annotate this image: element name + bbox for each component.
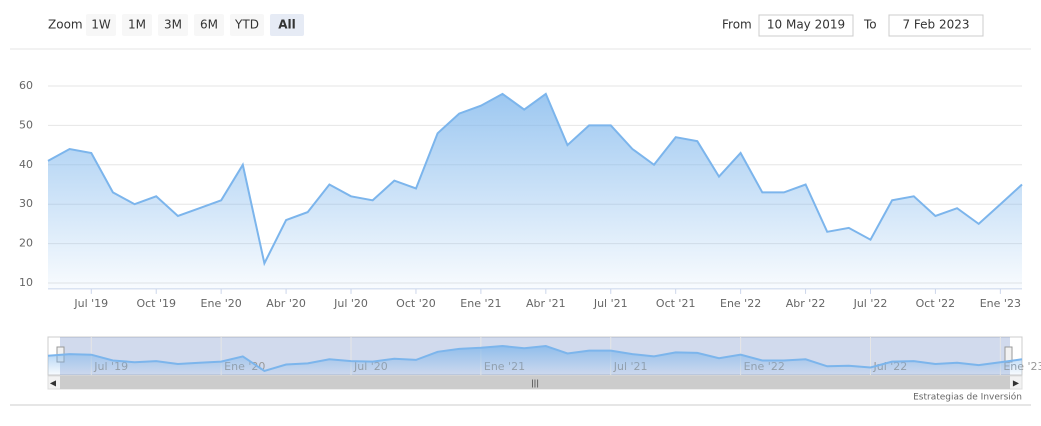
to-label: To [863,18,877,32]
zoom-button-label[interactable]: 1M [128,18,146,32]
x-tick-label: Oct '21 [656,297,696,310]
x-tick-label: Jul '20 [333,297,368,310]
y-tick-label: 20 [19,237,33,250]
x-tick-label: Ene '20 [201,297,242,310]
x-tick-label: Ene '21 [460,297,501,310]
zoom-button[interactable] [194,14,224,36]
x-tick-label: Ene '23 [980,297,1021,310]
navigator-area-fill [48,346,1022,375]
x-tick-label: Oct '19 [136,297,176,310]
credits: Estrategias de Inversión [913,392,1022,403]
from-input[interactable] [758,14,854,37]
zoom-button[interactable] [270,14,304,36]
x-tick-label: Ene '22 [720,297,761,310]
zoom-button-label[interactable]: 3M [164,18,182,32]
x-tick-label: Abr '20 [266,297,306,310]
zoom-button-label[interactable]: 6M [200,18,218,32]
to-date[interactable]: 7 Feb 2023 [902,18,969,32]
zoom-button-label[interactable]: YTD [234,18,259,32]
series-area-fill [48,93,1022,289]
x-tick-label: Oct '22 [916,297,956,310]
zoom-button[interactable] [230,14,264,36]
scroll-right[interactable]: ▶ [1013,379,1020,388]
scrollbar-grip: ||| [531,379,539,388]
scrollbar-thumb[interactable] [60,376,1010,389]
x-tick-label: Jul '19 [73,297,108,310]
x-tick-label: Abr '22 [786,297,826,310]
x-tick-label: Jul '22 [853,297,888,310]
y-tick-label: 10 [19,276,33,289]
x-tick-label: Oct '20 [396,297,436,310]
zoom-button[interactable] [122,14,152,36]
navigator-area-line [47,344,1023,372]
y-tick-label: 30 [19,197,33,210]
x-tick-label: Jul '21 [593,297,628,310]
zoom-button[interactable] [158,14,188,36]
from-date[interactable]: 10 May 2019 [767,18,845,32]
zoom-label: Zoom [48,18,83,32]
zoom-button[interactable] [86,14,116,36]
y-tick-label: 50 [19,118,33,131]
zoom-button-label[interactable]: All [278,18,296,32]
y-tick-label: 60 [19,79,33,92]
from-label: From [722,18,752,32]
series-area-line [47,92,1023,267]
scroll-left[interactable]: ◀ [50,379,57,388]
zoom-button-label[interactable]: 1W [91,18,111,32]
to-input[interactable] [888,14,984,37]
x-tick-label: Abr '21 [526,297,566,310]
y-tick-label: 40 [19,158,33,171]
